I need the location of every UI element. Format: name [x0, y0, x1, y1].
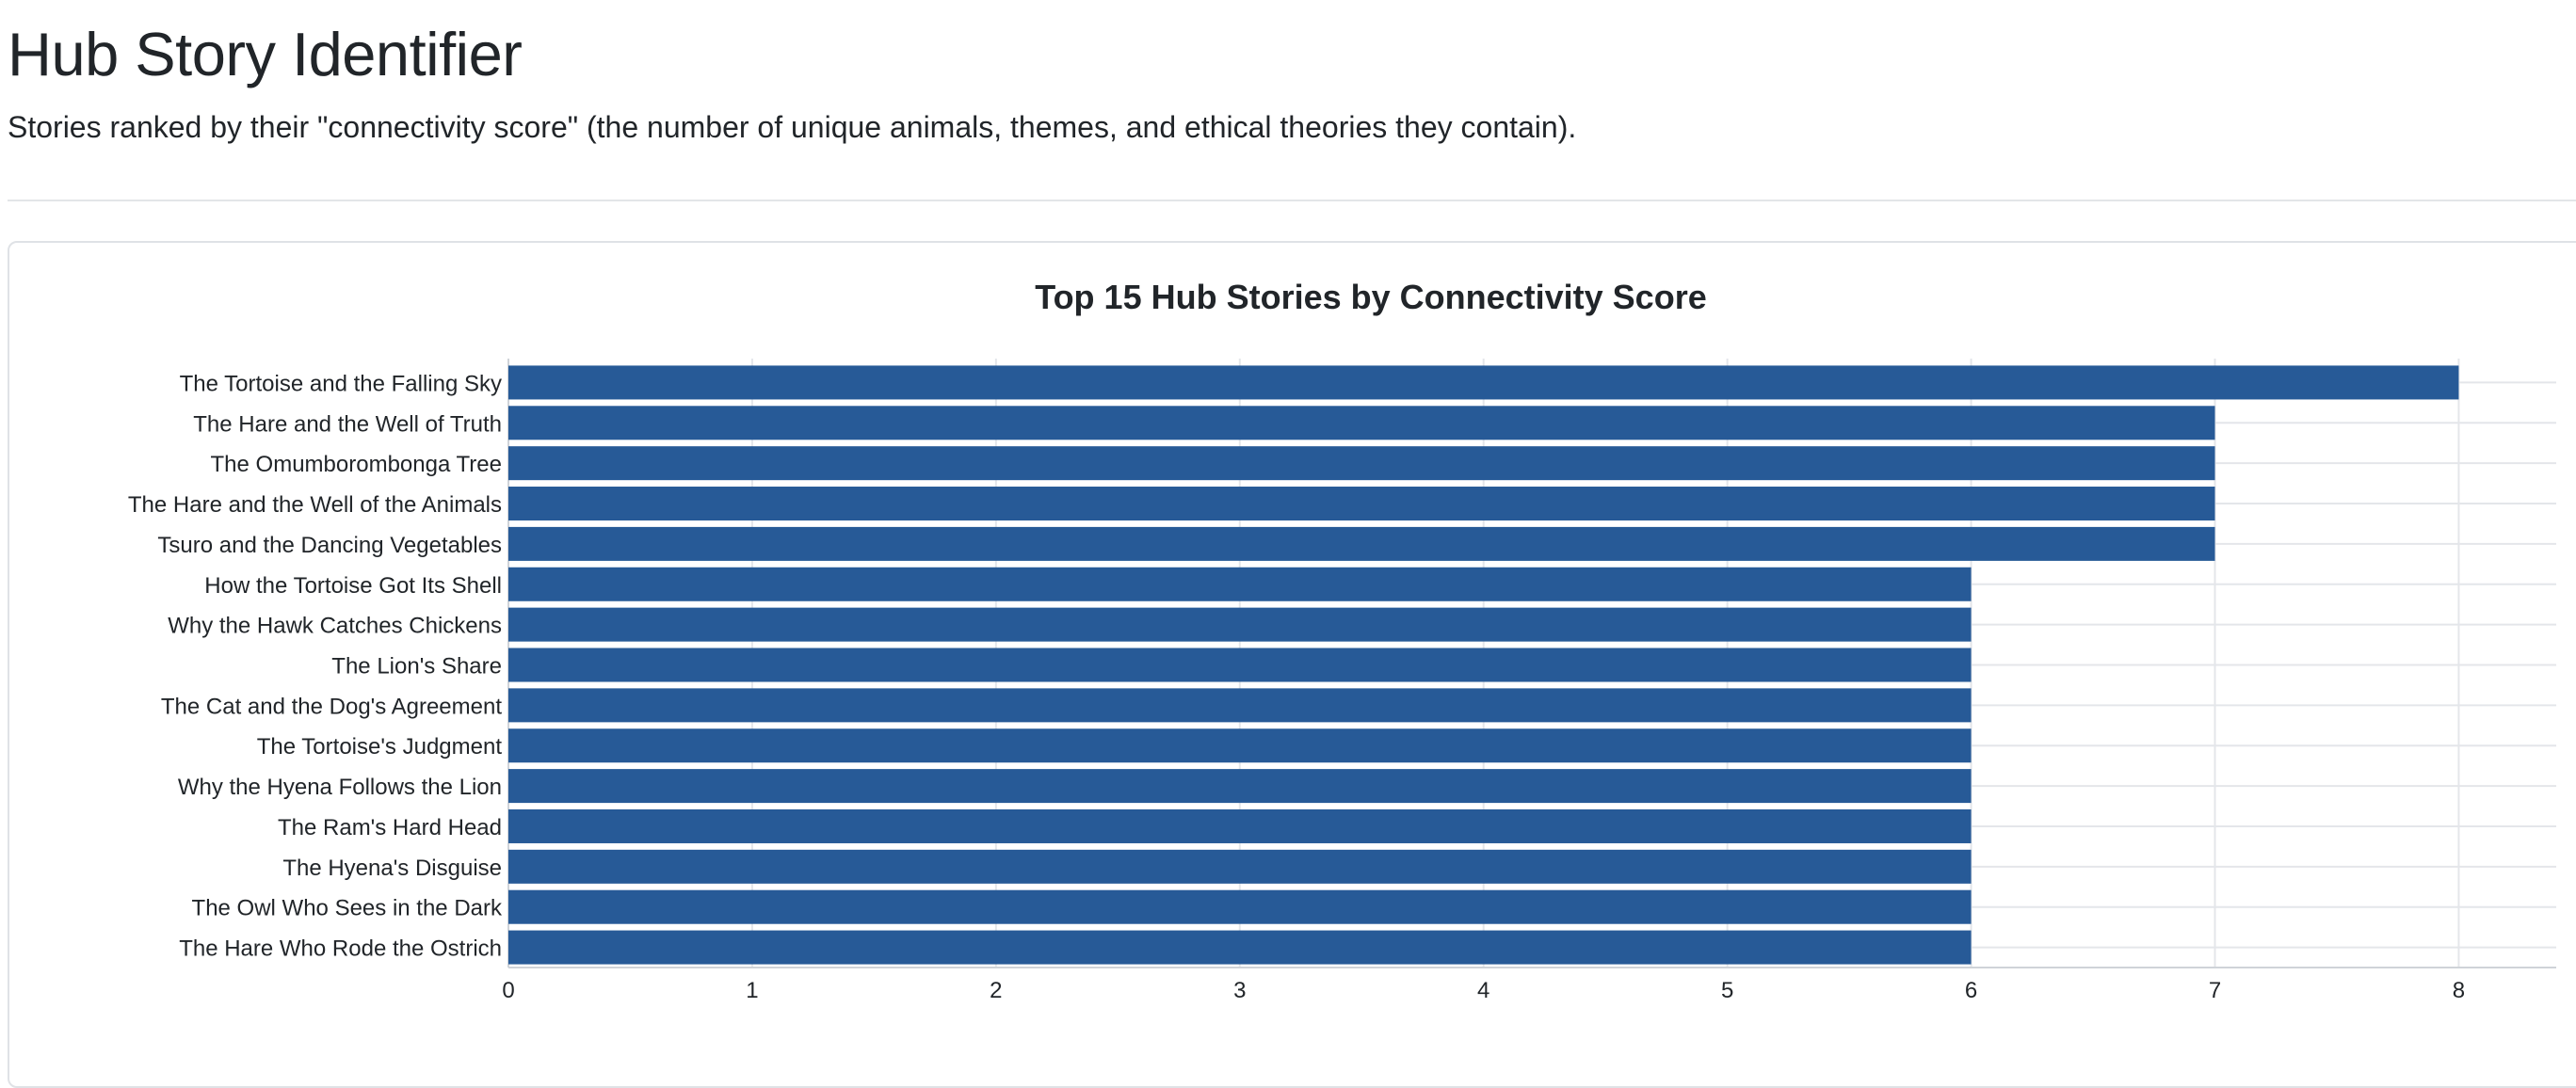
- category-label: The Lion's Share: [331, 654, 502, 680]
- bar[interactable]: [508, 406, 2215, 440]
- category-label: The Hyena's Disguise: [282, 856, 502, 881]
- x-tick-label: 7: [2209, 978, 2221, 1003]
- bar[interactable]: [508, 365, 2459, 400]
- x-tick-layer: 0 1 2 3 4 5 6 7 8: [502, 978, 2465, 1003]
- bar-layer: [508, 365, 2459, 965]
- category-label: The Ram's Hard Head: [278, 815, 502, 840]
- category-label: How the Tortoise Got Its Shell: [204, 573, 502, 599]
- category-label: Why the Hyena Follows the Lion: [178, 775, 502, 800]
- category-label: The Cat and the Dog's Agreement: [161, 694, 502, 719]
- x-tick-label: 0: [502, 978, 514, 1003]
- bar[interactable]: [508, 728, 1972, 763]
- bar[interactable]: [508, 487, 2215, 521]
- page-subtitle: Stories ranked by their "connectivity sc…: [8, 110, 1577, 144]
- category-label: The Tortoise's Judgment: [257, 734, 503, 760]
- category-label: The Owl Who Sees in the Dark: [192, 896, 503, 921]
- category-label: Why the Hawk Catches Chickens: [168, 614, 502, 639]
- bar[interactable]: [508, 849, 1972, 884]
- category-label-layer: The Tortoise and the Falling Sky The Hare…: [128, 371, 503, 961]
- category-label: The Hare and the Well of Truth: [193, 411, 502, 437]
- bar[interactable]: [508, 526, 2215, 561]
- header-divider: [8, 200, 2576, 201]
- category-label: The Hare Who Rode the Ostrich: [179, 936, 502, 962]
- bar[interactable]: [508, 889, 1972, 924]
- x-tick-label: 6: [1965, 978, 1977, 1003]
- bar[interactable]: [508, 769, 1972, 804]
- x-tick-label: 8: [2453, 978, 2465, 1003]
- chart-card: Top 15 Hub Stories by Connectivity Score…: [8, 241, 2576, 1088]
- category-label: The Tortoise and the Falling Sky: [180, 371, 502, 396]
- category-label: The Hare and the Well of the Animals: [128, 492, 502, 518]
- bar[interactable]: [508, 567, 1972, 601]
- x-tick-label: 4: [1477, 978, 1489, 1003]
- x-tick-label: 2: [990, 978, 1002, 1003]
- bar[interactable]: [508, 808, 1972, 843]
- chart-title: Top 15 Hub Stories by Connectivity Score: [1035, 278, 1706, 316]
- category-label: The Omumborombonga Tree: [211, 452, 502, 477]
- x-tick-label: 1: [746, 978, 758, 1003]
- x-tick-label: 5: [1721, 978, 1733, 1003]
- page-title: Hub Story Identifier: [8, 20, 523, 88]
- bar[interactable]: [508, 930, 1972, 965]
- bar[interactable]: [508, 607, 1972, 642]
- bar[interactable]: [508, 446, 2215, 481]
- category-label: Tsuro and the Dancing Vegetables: [157, 533, 502, 558]
- x-tick-label: 3: [1233, 978, 1246, 1003]
- bar[interactable]: [508, 648, 1972, 682]
- connectivity-bar-chart: Top 15 Hub Stories by Connectivity Score…: [128, 278, 2556, 1003]
- bar[interactable]: [508, 688, 1972, 723]
